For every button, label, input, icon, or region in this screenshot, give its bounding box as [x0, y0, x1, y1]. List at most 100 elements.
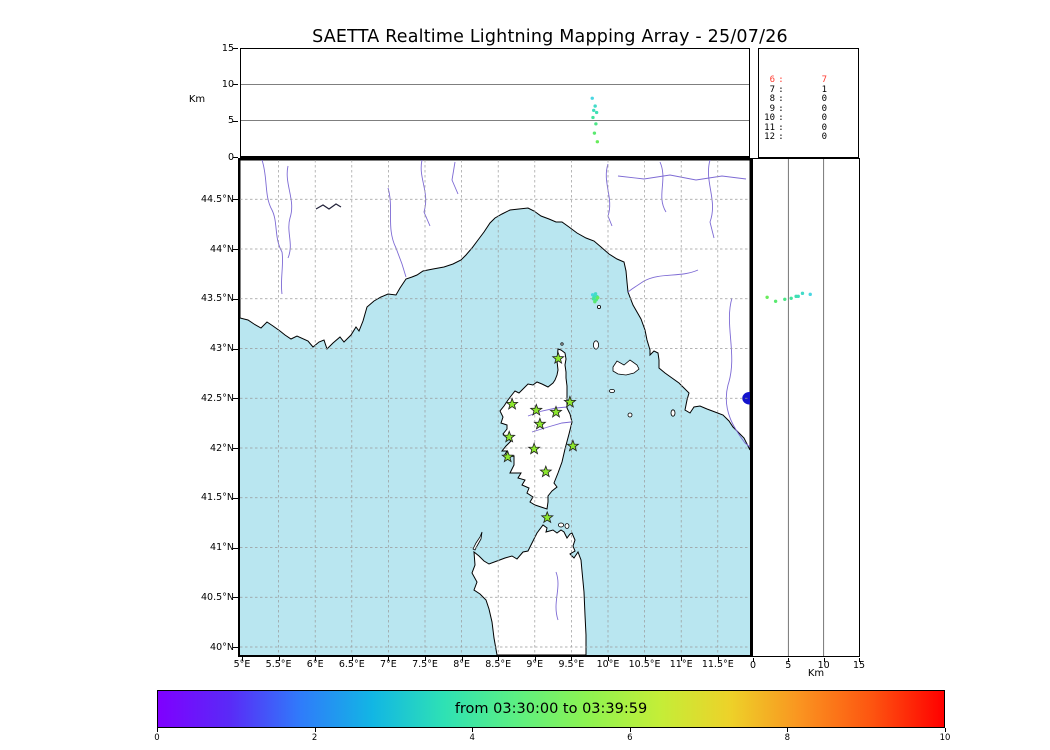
lat-tick-mark — [233, 547, 238, 549]
lat-gridlines-layer — [787, 159, 825, 656]
lat-tick-mark — [233, 597, 238, 599]
lightning-source-dot — [590, 96, 594, 100]
count-bin: 8 — [769, 94, 775, 104]
lightning-source-dot — [789, 296, 793, 301]
count-value: 1 — [821, 84, 827, 95]
count-separator: : — [778, 84, 784, 95]
lon-tick-mark — [242, 657, 243, 661]
lightning-source-dot — [591, 297, 596, 301]
station-star-marker — [540, 510, 554, 524]
station-star-marker — [505, 397, 519, 410]
lat-tick-label: 43°N — [210, 343, 234, 354]
elba-island — [612, 359, 640, 376]
lat-panel-tick-mark — [823, 658, 825, 662]
count-separator: : — [778, 113, 784, 123]
map-sources-layer — [590, 292, 600, 304]
lat-tick-label: 40.5°N — [200, 591, 234, 603]
alt-tick-mark — [233, 48, 238, 49]
lon-tick-mark — [644, 657, 646, 661]
map-panel — [238, 158, 752, 657]
giglio-island — [670, 409, 676, 417]
lat-panel-tick-mark — [859, 658, 860, 662]
lat-tick-label: 44°N — [210, 243, 234, 255]
lon-tick-mark — [278, 657, 280, 661]
lat-panel-tick-label: 0 — [749, 660, 757, 671]
count-value: 7 — [821, 75, 827, 85]
count-value: 0 — [821, 132, 827, 142]
count-bin: 7 — [769, 84, 775, 95]
lon-tick-label: 5°E — [233, 659, 251, 670]
alt-tick-label: 0 — [227, 151, 234, 163]
lat-tick-label: 42°N — [210, 442, 234, 454]
count-bin: 6 — [769, 75, 775, 85]
count-separator: : — [778, 94, 784, 104]
lon-tick-mark — [681, 657, 683, 661]
colorbar-tick-label: 8 — [784, 733, 791, 743]
lightning-source-dot — [800, 291, 805, 296]
altitude-longitude-panel — [240, 48, 750, 158]
source-count-rows: 6:7 7:1 8:0 9:0 10:0 11:0 12:0 — [759, 75, 858, 143]
colorbar-time-range-label: from 03:30:00 to 03:39:59 — [454, 701, 648, 717]
count-value: 0 — [821, 103, 827, 114]
map-gridlines-layer — [240, 160, 750, 655]
alt-tick-label: 10 — [221, 78, 234, 90]
station-star-marker — [527, 442, 541, 455]
alt-tick-mark — [233, 157, 238, 158]
lat-panel-tick-label: 15 — [852, 660, 866, 671]
lat-tick-label: 43.5°N — [200, 293, 234, 305]
count-value: 0 — [821, 122, 827, 133]
station-star-marker — [563, 395, 577, 408]
lat-panel-tick-mark — [788, 658, 790, 662]
corsica-coast — [499, 348, 573, 510]
colorbar-tick-mark — [629, 728, 631, 732]
station-star-marker — [549, 405, 563, 418]
lon-tick-label: 8.5°E — [485, 659, 512, 670]
alt-tick-mark — [233, 84, 238, 86]
alt-gridlines-layer — [241, 84, 749, 121]
lat-tick-label: 42.5°N — [200, 392, 234, 404]
station-star-marker — [501, 450, 515, 463]
lightning-source-dot — [773, 299, 778, 304]
lat-tick-mark — [233, 647, 238, 648]
colorbar-tick-mark — [314, 728, 316, 732]
colorbar-tick-mark — [157, 728, 158, 732]
mainland-coast — [240, 160, 750, 451]
lat-tick-mark — [233, 199, 238, 201]
station-star-marker — [529, 403, 543, 416]
alt-tick-label: 15 — [221, 42, 234, 54]
lightning-source-dot — [593, 104, 597, 108]
station-star-marker — [551, 351, 565, 365]
station-star-marker — [566, 439, 580, 452]
count-bin: 9 — [769, 103, 775, 114]
lightning-source-dot — [596, 296, 600, 300]
lightning-source-dot — [593, 300, 597, 304]
source-count-row: 6: 7 — [759, 75, 858, 86]
lon-tick-label: 10°E — [596, 659, 620, 670]
lat-tick-mark — [233, 398, 238, 400]
count-value: 0 — [821, 94, 827, 104]
alt-tick-mark — [233, 120, 238, 122]
lat-tick-mark — [233, 448, 238, 449]
lat-panel-tick-mark — [753, 658, 754, 662]
count-value: 0 — [821, 113, 827, 123]
capraia-island — [592, 340, 599, 350]
giraglia-islet — [560, 342, 564, 346]
lat-tick-label: 44.5°N — [200, 193, 234, 205]
lightning-source-dot — [594, 122, 598, 126]
alpine-lake-mark — [315, 203, 342, 210]
alt-sources-layer — [590, 96, 600, 144]
lat-panel-tick-label: 10 — [817, 660, 830, 671]
altitude-latitude-panel — [752, 158, 860, 657]
lon-tick-label: 7°E — [379, 659, 397, 670]
station-star-marker — [502, 430, 516, 443]
lon-tick-mark — [498, 657, 500, 661]
lon-tick-label: 11°E — [669, 659, 693, 670]
lon-tick-mark — [461, 657, 463, 661]
lon-tick-mark — [351, 657, 353, 661]
source-count-row: 9: 0 — [759, 103, 858, 115]
colorbar-tick-label: 6 — [627, 733, 633, 743]
lon-tick-mark — [717, 657, 719, 661]
colorbar-tick-label: 4 — [469, 733, 475, 743]
lon-tick-label: 6.5°E — [338, 659, 365, 670]
lon-tick-label: 8°E — [453, 659, 470, 670]
